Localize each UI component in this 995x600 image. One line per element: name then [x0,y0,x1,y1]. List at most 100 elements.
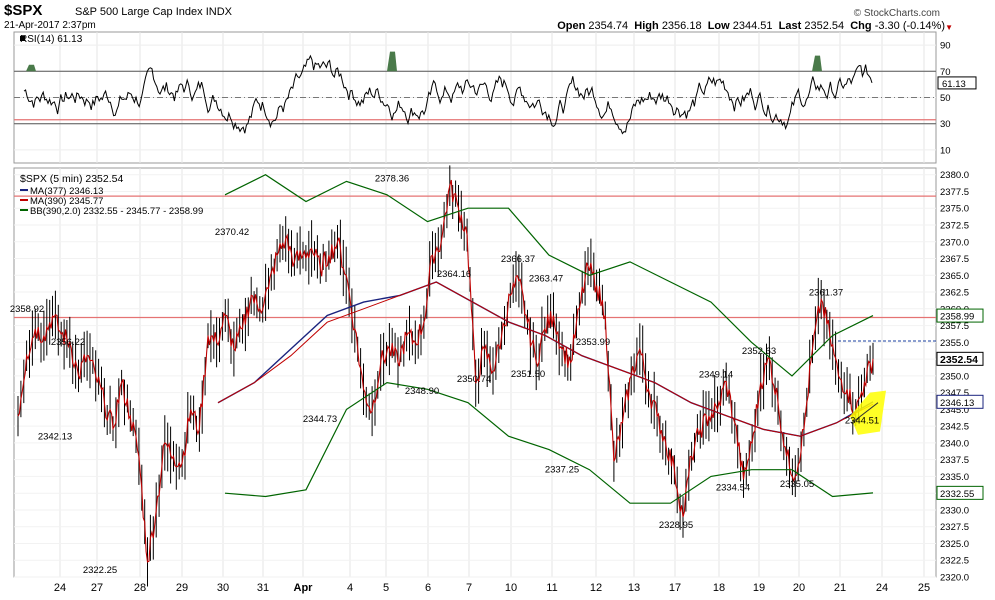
price-annotation: 2335.05 [780,479,814,490]
price-annotation: 2352.63 [742,346,776,357]
price-annotation: 2349.14 [699,370,733,381]
legend-entry: BB(390,2.0) 2332.55 - 2345.77 - 2358.99 [30,206,203,217]
x-tick-label: 28 [134,582,146,594]
high-value: 2356.18 [661,20,702,32]
rsi-tick-label: 50 [940,93,951,104]
price-tick-label: 2362.5 [940,288,969,299]
price-annotation: 2366.37 [501,254,535,265]
x-tick-label: 11 [546,582,557,594]
price-tick-label: 2325.0 [940,539,969,550]
price-tick-label: 2337.5 [940,455,969,466]
x-tick-label: 13 [628,582,640,594]
price-right-tag [936,485,984,500]
x-tick-label: 18 [713,582,725,594]
low-value: 2344.51 [732,20,773,32]
rsi-line [23,54,873,135]
bb-lower-band [224,381,874,504]
price-annotation: 2353.99 [576,337,610,348]
quote-summary: Open 2354.74 High 2356.18 Low 2344.51 La… [557,20,945,32]
timestamp: 21-Apr-2017 2:37pm [4,20,96,31]
price-right-tag-label: 2346.13 [940,398,974,409]
x-tick-label: 7 [466,582,472,594]
price-annotation: 2358.92 [10,304,44,315]
price-tick-label: 2370.0 [940,237,969,248]
price-tick-label: 2355.0 [940,338,969,349]
price-annotation: 2337.25 [545,464,579,475]
price-tick-label: 2340.0 [940,438,969,449]
price-annotation: 2322.25 [83,565,117,576]
rsi-tick-label: 90 [940,41,951,52]
price-right-tag-label: 2352.54 [940,354,978,366]
x-tick-label: 21 [834,582,846,594]
price-title: $SPX (5 min) 2352.54 [20,173,123,185]
highlight-arrow [851,402,879,424]
x-tick-label: 30 [217,582,229,594]
price-annotation: 2378.36 [375,174,409,185]
x-tick-label: 20 [793,582,805,594]
high-label: High [634,20,659,32]
price-annotation: 2344.51 [845,416,879,427]
rsi-tick-label: 70 [940,67,951,78]
price-tick-label: 2350.0 [940,371,969,382]
rsi-tick-label: 30 [940,119,951,130]
x-tick-label: 24 [876,582,888,594]
rsi-overbought-fill [812,55,822,72]
price-tick-label: 2345.0 [940,405,969,416]
price-tick-label: 2377.5 [940,187,969,198]
price-annotation: 2342.13 [38,432,72,443]
price-tick-label: 2335.0 [940,472,969,483]
price-annotation: 2328.95 [659,520,693,531]
exchange: INDX [205,6,232,18]
x-tick-label: Apr [294,582,314,594]
price-annotation: 2364.16 [437,269,471,280]
rsi-overbought-fill [26,64,36,72]
price-tick-label: 2380.0 [940,170,969,181]
rsi-legend-swatch [20,36,25,41]
price-tick-label: 2367.5 [940,254,969,265]
last-value: 2352.54 [804,20,845,32]
price-tick-label: 2327.5 [940,522,969,533]
down-triangle-icon: ▼ [945,23,953,32]
index-full-name: S&P 500 Large Cap Index [75,6,203,18]
x-tick-label: 12 [590,582,602,594]
price-annotation: 2370.42 [215,227,249,238]
price-tick-label: 2365.0 [940,271,969,282]
price-tick-label: 2372.5 [940,220,969,231]
price-right-tag-label: 2332.55 [940,489,974,500]
price-tick-label: 2342.5 [940,422,969,433]
x-tick-label: 19 [753,582,765,594]
chart-header: $SPX S&P 500 Large Cap Index INDX 21-Apr… [0,0,995,32]
price-tick-label: 2330.0 [940,505,969,516]
price-right-tag [936,308,984,323]
x-tick-label: 29 [176,582,188,594]
price-annotation: 2351.50 [511,369,545,380]
chg-label: Chg [850,20,872,32]
open-label: Open [557,20,586,32]
price-annotation: 2350.74 [457,374,491,385]
brand: © StockCharts.com [853,8,940,19]
index-name: S&P 500 Large Cap Index INDX [75,6,232,18]
price-annotation: 2363.47 [529,274,563,285]
price-tick-label: 2322.5 [940,556,969,567]
x-tick-label: 4 [347,582,353,594]
price-right-tag-label: 2358.99 [940,312,974,323]
rsi-title: RSI(14) 61.13 [20,34,83,45]
symbol: $SPX [4,2,43,19]
x-tick-label: 27 [91,582,103,594]
x-tick-label: 10 [505,582,517,594]
price-annotation: 2356.22 [51,337,85,348]
ma390-line [217,281,874,437]
x-tick-label: 5 [383,582,389,594]
last-label: Last [778,20,802,32]
chg-value: -3.30 (-0.14%) [874,20,945,32]
rsi-overbought-fill [387,51,397,72]
price-right-tag [936,394,984,409]
legend-entry: MA(377) 2346.13 [30,186,103,197]
price-tick-label: 2357.5 [940,321,969,332]
x-tick-label: 17 [669,582,681,594]
x-tick-label: 31 [257,582,269,594]
price-annotation: 2348.90 [405,386,439,397]
price-annotation: 2344.73 [303,414,337,425]
legend-entry: MA(390) 2345.77 [30,196,103,207]
